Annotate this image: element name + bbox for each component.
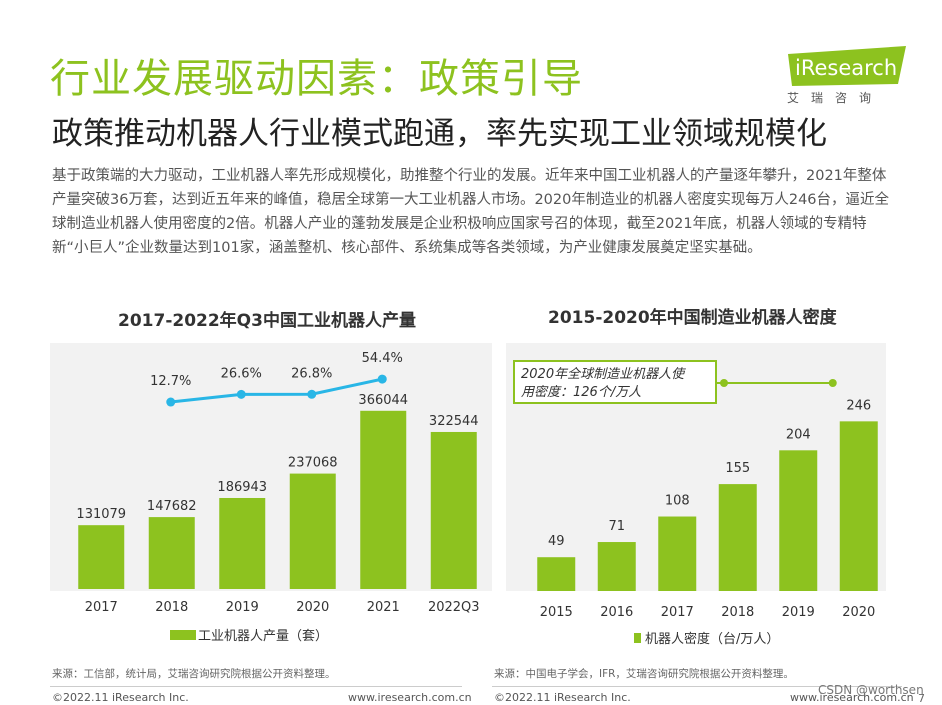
growth-label-2018: 12.7% (150, 374, 191, 389)
source-left: 来源：工信部，统计局，艾瑞咨询研究院根据公开资料整理。 (52, 668, 336, 680)
watermark: CSDN @worthsen (818, 683, 924, 697)
x-tick-label-2018: 2018 (721, 605, 754, 620)
x-tick-label-2022Q3: 2022Q3 (428, 600, 480, 615)
chart1-title: 2017-2022年Q3中国工业机器人产量 (118, 311, 416, 331)
bar-value-label-2022Q3: 322544 (429, 414, 479, 429)
bar-2018 (718, 484, 757, 591)
annotation-text-line2: 用密度：126个/万人 (521, 384, 641, 400)
annotation-text-line1: 2020年全球制造业机器人使 (521, 366, 686, 382)
legend-swatch (170, 630, 196, 640)
logo-subtext: 艾瑞咨询 (787, 91, 884, 105)
bar-value-label-2018: 147682 (147, 499, 197, 514)
chart1-plot: 131079 2017 147682 2018 186943 2019 237068 2020… (76, 351, 480, 644)
bar-2016 (597, 542, 636, 591)
bar-value-label-2017: 131079 (76, 507, 126, 522)
bar-2020 (839, 421, 878, 591)
growth-point-2018 (166, 397, 176, 407)
x-tick-label-2019: 2019 (226, 600, 259, 615)
bar-2022Q3 (430, 431, 477, 589)
growth-line (170, 377, 383, 404)
footer-divider-right (492, 686, 902, 687)
growth-label-2019: 26.6% (221, 366, 262, 381)
x-tick-label-2015: 2015 (540, 605, 573, 620)
x-tick-label-2019: 2019 (782, 605, 815, 620)
logo-icon: iResearch (788, 46, 906, 86)
bar-2018 (148, 517, 195, 589)
body-paragraph: 基于政策端的大力驱动，工业机器人率先形成规模化，助推整个行业的发展。近年来中国工… (52, 168, 890, 256)
bar-value-label-2016: 71 (608, 519, 625, 534)
bar-value-label-2021: 366044 (358, 393, 408, 408)
bar-value-label-2019: 204 (786, 427, 811, 442)
iresearch-logo: iResearch (786, 44, 908, 88)
legend-label: 工业机器人产量（套） (198, 628, 328, 644)
bar-2019 (219, 497, 266, 589)
x-tick-label-2020: 2020 (296, 600, 329, 615)
x-tick-label-2018: 2018 (155, 600, 188, 615)
page-title: 行业发展驱动因素：政策引导 (50, 56, 583, 102)
growth-point-2020 (307, 389, 317, 399)
bar-value-label-2015: 49 (548, 534, 565, 549)
chart2-title: 2015-2020年中国制造业机器人密度 (548, 308, 837, 328)
bar-value-label-2020: 237068 (288, 456, 338, 471)
logo-shape (788, 46, 906, 86)
chart2-plot: 49 2015 71 2016 108 2017 155 2018 204 2019 246 2020… (513, 360, 878, 647)
bar-2021 (360, 410, 407, 589)
x-tick-label-2020: 2020 (842, 605, 875, 620)
growth-point-2019 (236, 389, 246, 399)
footer-copyright-right: ©2022.11 iResearch Inc. (494, 691, 631, 704)
page-subtitle: 政策推动机器人行业模式跑通，率先实现工业领域规模化 (52, 116, 827, 152)
annotation-point-end (828, 379, 837, 387)
footer-url-left[interactable]: www.iresearch.com.cn (348, 691, 472, 704)
x-tick-label-2017: 2017 (85, 600, 118, 615)
bar-value-label-2018: 155 (725, 461, 750, 476)
legend-label: 机器人密度（台/万人） (645, 631, 779, 647)
footer-copyright-left: ©2022.11 iResearch Inc. (52, 691, 189, 704)
bar-2019 (779, 450, 818, 591)
legend-swatch (634, 633, 641, 643)
page-number: 7 (918, 692, 925, 705)
x-tick-label-2017: 2017 (661, 605, 694, 620)
x-tick-label-2016: 2016 (600, 605, 633, 620)
bar-2017 (78, 525, 125, 589)
growth-label-2021: 54.4% (362, 351, 403, 366)
footer-url-right[interactable]: www.iresearch.com.cn (790, 691, 914, 704)
growth-label-2020: 26.8% (291, 366, 332, 381)
footer-divider-left (50, 686, 462, 687)
x-tick-label-2021: 2021 (367, 600, 400, 615)
bar-2015 (537, 557, 576, 591)
bar-value-label-2017: 108 (665, 494, 690, 509)
logo-text: iResearch (795, 56, 897, 80)
source-right: 来源：中国电子学会，IFR，艾瑞咨询研究院根据公开资料整理。 (494, 668, 794, 680)
bar-value-label-2019: 186943 (217, 480, 267, 495)
annotation-point-start (720, 379, 728, 387)
growth-point-2021 (377, 374, 387, 384)
bar-2020 (289, 473, 336, 589)
bar-2017 (658, 516, 697, 591)
bar-value-label-2020: 246 (846, 398, 871, 413)
